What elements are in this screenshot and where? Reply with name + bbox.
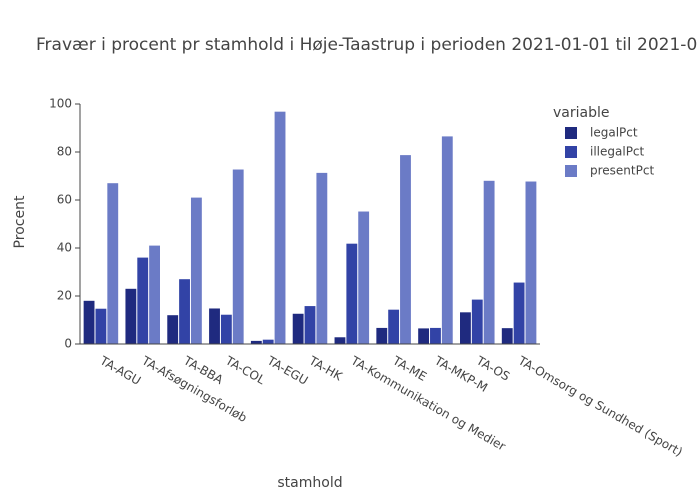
legend-title: variable: [553, 105, 609, 121]
bar: [418, 328, 430, 344]
x-tick-label: TA-HK: [306, 353, 346, 384]
bar: [513, 282, 525, 344]
x-tick-label: TA-EGU: [264, 353, 310, 388]
bar: [460, 312, 471, 344]
x-tick-label: TA-Omsorg og Sundhed (Sport): [515, 353, 685, 459]
bar: [346, 243, 358, 344]
bar: [430, 327, 441, 344]
bar: [400, 155, 411, 344]
bar: [149, 245, 160, 344]
bar: [471, 299, 483, 344]
bar: [376, 327, 388, 344]
bar: [83, 300, 95, 344]
bar: [232, 169, 244, 344]
y-tick-label: 100: [49, 97, 72, 111]
bar: [334, 337, 346, 344]
bar: [179, 279, 190, 344]
bar: [316, 172, 328, 344]
legend-label: presentPct: [590, 164, 654, 178]
legend-swatch: [565, 146, 577, 158]
bar: [220, 314, 232, 344]
y-tick-label: 60: [57, 193, 72, 207]
bar: [107, 183, 119, 344]
bar: [262, 339, 274, 344]
bar: [483, 180, 495, 344]
legend-label: legalPct: [590, 126, 638, 140]
bar: [190, 197, 202, 344]
bar: [525, 181, 537, 344]
bar: [137, 257, 149, 344]
bar: [304, 306, 316, 344]
bar: [292, 313, 304, 344]
y-tick-label: 40: [57, 241, 72, 255]
bar: [250, 340, 262, 344]
bar: [274, 111, 286, 345]
bar: [501, 328, 513, 344]
x-tick-label: TA-COL: [222, 353, 268, 387]
x-axis-title: stamhold: [277, 475, 342, 491]
legend-swatch: [565, 165, 577, 177]
bar: [125, 288, 137, 344]
bar: [167, 315, 179, 344]
bar: [441, 136, 453, 344]
y-axis-title: Procent: [12, 195, 28, 248]
bar: [388, 309, 400, 344]
legend-label: illegalPct: [590, 145, 645, 159]
bar: [95, 308, 107, 344]
y-tick-label: 20: [57, 289, 72, 303]
chart-title: Fravær i procent pr stamhold i Høje-Taas…: [36, 35, 697, 55]
bar: [358, 211, 370, 344]
x-tick-label: TA-AGU: [97, 353, 143, 388]
y-tick-label: 80: [57, 145, 72, 159]
legend-swatch: [565, 127, 577, 139]
bar: [209, 308, 220, 344]
y-tick-label: 0: [64, 337, 72, 351]
